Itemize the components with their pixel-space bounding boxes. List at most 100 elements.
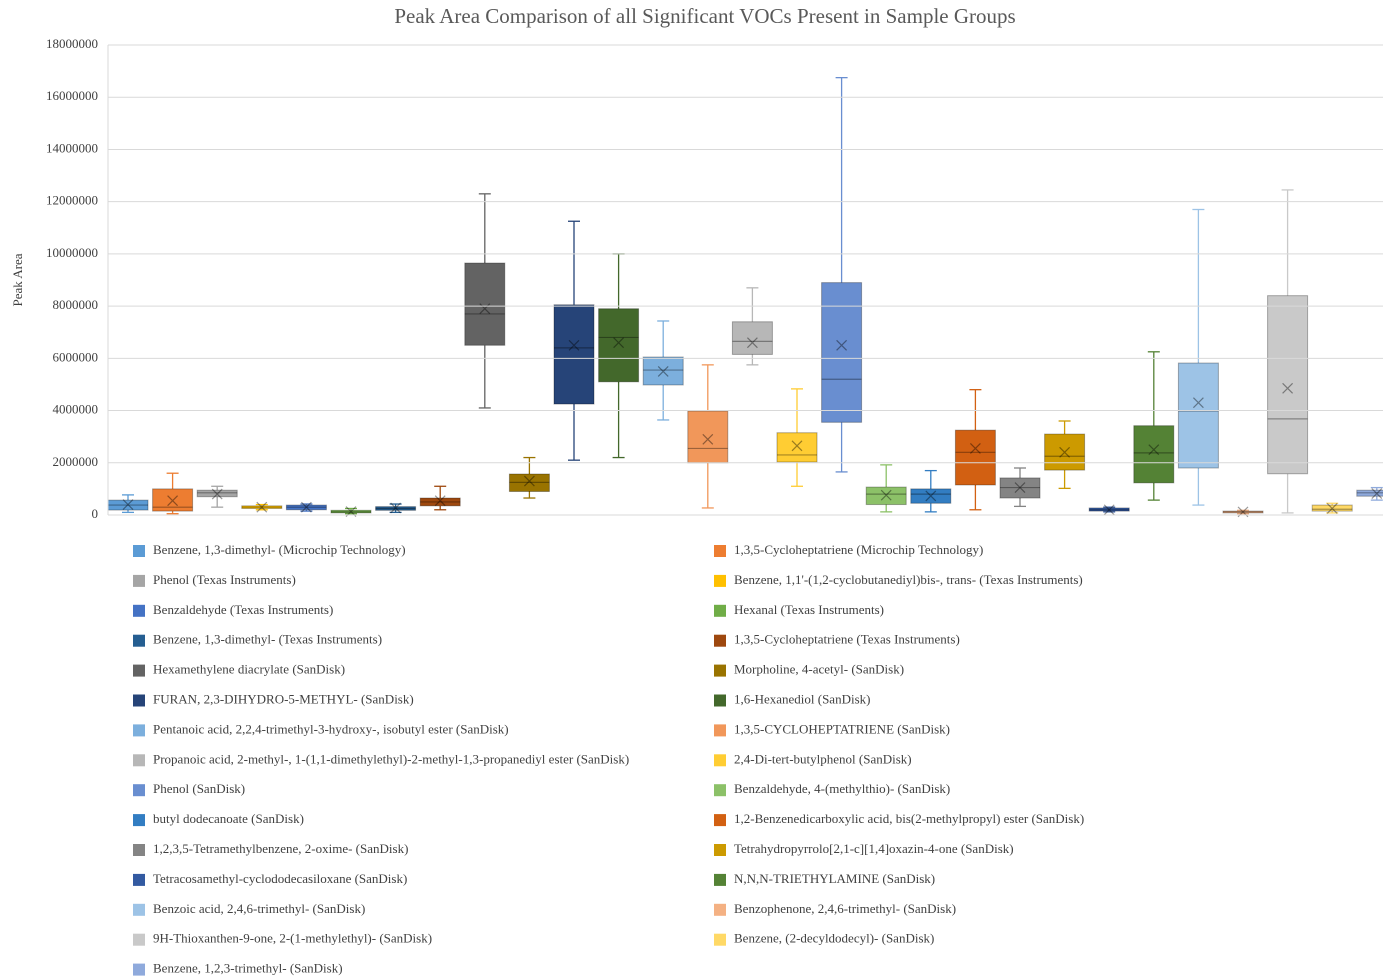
legend-swatch [133, 634, 145, 647]
legend-swatch [714, 844, 726, 856]
y-tick-label: 14000000 [46, 140, 98, 155]
y-tick-label: 8000000 [53, 297, 99, 312]
legend-swatch [714, 724, 726, 737]
legend-label: Pentanoic acid, 2,2,4-trimethyl-3-hydrox… [153, 721, 509, 736]
legend-swatch [714, 814, 726, 827]
mean-marker [1371, 488, 1383, 500]
mean-marker [211, 488, 223, 500]
legend-swatch [714, 903, 726, 916]
legend-label: Phenol (SanDisk) [153, 781, 245, 796]
mean-marker [568, 339, 580, 351]
legend-swatch [714, 634, 726, 647]
mean-marker [836, 339, 848, 351]
box [419, 497, 461, 507]
box [196, 489, 238, 498]
mean-marker [969, 442, 981, 454]
legend-label: Tetrahydropyrrolo[2,1-c][1,4]oxazin-4-on… [734, 841, 1014, 856]
legend-swatch [714, 784, 726, 797]
box [999, 477, 1041, 499]
mean-marker [1282, 382, 1294, 394]
mean-marker [434, 495, 446, 507]
legend-swatch [714, 664, 726, 677]
legend-swatch [133, 724, 145, 737]
legend-swatch [133, 574, 145, 587]
plot-area [108, 76, 1383, 518]
box [553, 304, 595, 405]
box [108, 499, 149, 511]
legend-swatch [714, 873, 726, 886]
mean-marker [925, 490, 937, 502]
mean-marker [880, 489, 892, 501]
legend-swatch [714, 754, 726, 767]
box [1177, 362, 1219, 469]
legend-label: Benzaldehyde, 4-(methylthio)- (SanDisk) [734, 781, 950, 796]
mean-marker [300, 501, 312, 513]
legend-swatch [133, 873, 145, 886]
y-tick-label: 2000000 [53, 454, 99, 469]
y-tick-label: 6000000 [53, 349, 99, 364]
legend-swatch [133, 814, 145, 827]
legend-swatch [133, 664, 145, 677]
box [687, 410, 729, 464]
mean-marker [657, 365, 669, 377]
legend-label: Benzoic acid, 2,4,6-trimethyl- (SanDisk) [153, 901, 365, 916]
legend-swatch [714, 694, 726, 707]
box [821, 282, 863, 423]
legend-swatch [133, 933, 145, 946]
box [1311, 504, 1353, 512]
legend-label: butyl dodecanoate (SanDisk) [153, 811, 304, 826]
legend-label: N,N,N-TRIETHYLAMINE (SanDisk) [734, 871, 935, 886]
y-axis-label: Peak Area [10, 253, 25, 306]
box [1222, 510, 1264, 514]
mean-marker [523, 475, 535, 487]
legend-label: 1,3,5-CYCLOHEPTATRIENE (SanDisk) [734, 721, 950, 736]
legend-swatch [714, 574, 726, 587]
box [954, 429, 996, 486]
box [865, 486, 907, 506]
legend-label: Benzaldehyde (Texas Instruments) [153, 602, 333, 617]
box [1356, 489, 1383, 497]
legend-label: 1,2-Benzenedicarboxylic acid, bis(2-meth… [734, 811, 1084, 826]
mean-marker [1326, 503, 1338, 514]
y-tick-label: 10000000 [46, 245, 98, 260]
legend-label: Benzene, 1,3-dimethyl- (Texas Instrument… [153, 632, 382, 647]
legend-label: Hexanal (Texas Instruments) [734, 602, 884, 617]
mean-marker [1059, 446, 1071, 458]
legend-label: 1,3,5-Cycloheptatriene (Microchip Techno… [734, 542, 983, 557]
y-tick-label: 18000000 [46, 36, 98, 51]
y-tick-label: 12000000 [46, 193, 98, 208]
legend-label: FURAN, 2,3-DIHYDRO-5-METHYL- (SanDisk) [153, 691, 414, 706]
mean-marker [1103, 504, 1115, 516]
mean-marker [702, 433, 714, 445]
box [285, 504, 327, 511]
box [910, 488, 952, 504]
legend-swatch [133, 963, 145, 976]
legend-label: Morpholine, 4-acetyl- (SanDisk) [734, 662, 904, 677]
legend-label: Propanoic acid, 2-methyl-, 1-(1,1-dimeth… [153, 751, 629, 766]
box [1267, 295, 1309, 475]
box [776, 432, 818, 463]
legend-swatch [714, 545, 726, 557]
y-tick-label: 4000000 [53, 402, 99, 417]
legend-swatch [714, 933, 726, 946]
mean-marker [791, 440, 803, 452]
box [330, 509, 372, 514]
box [1044, 433, 1086, 471]
legend-label: Hexamethylene diacrylate (SanDisk) [153, 662, 345, 677]
legend-label: 2,4-Di-tert-butylphenol (SanDisk) [734, 751, 912, 766]
y-tick-label: 0 [92, 506, 99, 521]
legend-label: Benzene, 1,1'-(1,2-cyclobutanediyl)bis-,… [734, 572, 1083, 587]
mean-marker [479, 303, 491, 315]
legend-label: 1,6-Hexanediol (SanDisk) [734, 691, 870, 706]
box [731, 321, 773, 355]
box [241, 505, 283, 509]
legend-swatch [133, 604, 145, 617]
legend-swatch [133, 844, 145, 856]
box [1088, 507, 1130, 512]
y-tick-label: 16000000 [46, 88, 98, 103]
box [642, 356, 684, 386]
legend-swatch [133, 694, 145, 707]
legend-label: 1,3,5-Cycloheptatriene (Texas Instrument… [734, 632, 960, 647]
legend-label: Benzophenone, 2,4,6-trimethyl- (SanDisk) [734, 901, 956, 916]
